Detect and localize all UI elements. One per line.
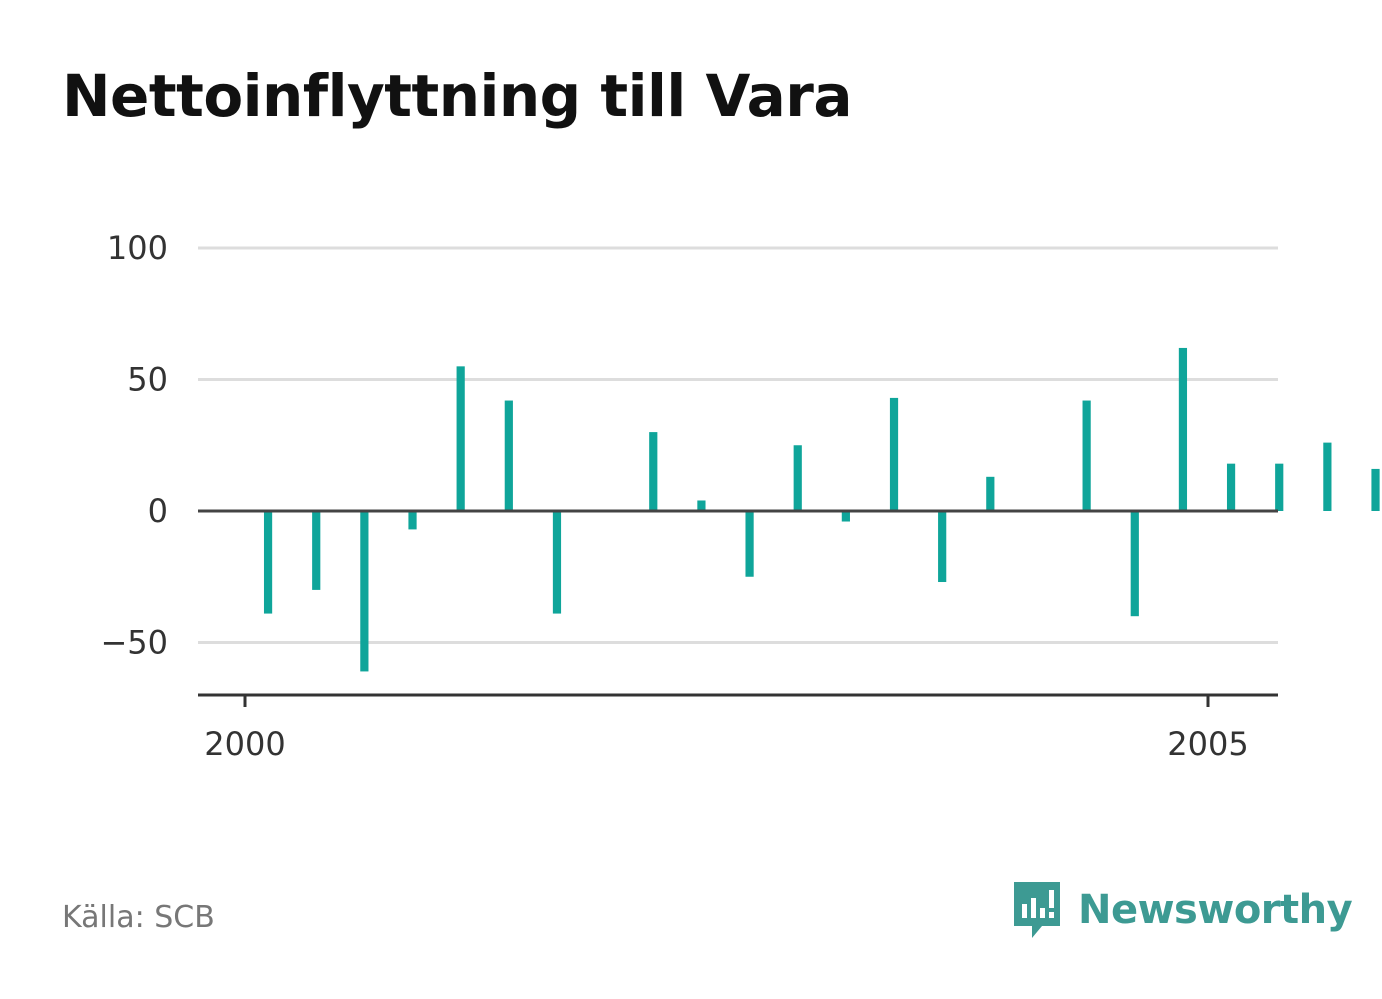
bar bbox=[1082, 400, 1091, 511]
bar bbox=[793, 445, 802, 511]
bar bbox=[841, 511, 850, 522]
bar bbox=[1226, 463, 1236, 511]
bar bbox=[1323, 442, 1332, 511]
bar bbox=[1371, 468, 1380, 511]
source-note: Källa: SCB bbox=[62, 900, 215, 935]
x-axis-ticks: 200020052010201520202025 bbox=[204, 695, 1249, 763]
y-tick-label: 50 bbox=[127, 361, 168, 399]
bar bbox=[938, 511, 947, 583]
bar bbox=[552, 511, 562, 614]
bar bbox=[649, 432, 658, 511]
bar bbox=[986, 476, 995, 511]
grid-lines bbox=[198, 246, 1278, 644]
bar bbox=[745, 511, 754, 577]
newsworthy-logo-icon bbox=[1014, 882, 1060, 938]
bars bbox=[263, 347, 1380, 672]
chart-title: Nettoinflyttning till Vara bbox=[62, 62, 853, 130]
newsworthy-logo: Newsworthy bbox=[1012, 880, 1353, 940]
bar bbox=[408, 511, 417, 530]
brand-name: Newsworthy bbox=[1078, 887, 1353, 933]
bar bbox=[263, 511, 273, 614]
y-tick-label: −50 bbox=[100, 624, 168, 662]
bar bbox=[1275, 463, 1284, 511]
y-axis-ticks: 100 50 0 −50 bbox=[100, 229, 168, 662]
axes bbox=[198, 509, 1278, 697]
bar bbox=[1178, 347, 1188, 511]
x-tick-label: 2000 bbox=[204, 725, 285, 763]
y-tick-label: 100 bbox=[107, 229, 168, 267]
bar bbox=[504, 400, 513, 511]
bar bbox=[697, 500, 706, 511]
x-tick-label: 2005 bbox=[1167, 725, 1248, 763]
bar bbox=[1130, 511, 1139, 617]
bar bbox=[312, 511, 321, 590]
bar bbox=[889, 397, 899, 511]
bar bbox=[360, 511, 369, 672]
y-tick-label: 0 bbox=[148, 492, 168, 530]
bar bbox=[456, 366, 465, 511]
